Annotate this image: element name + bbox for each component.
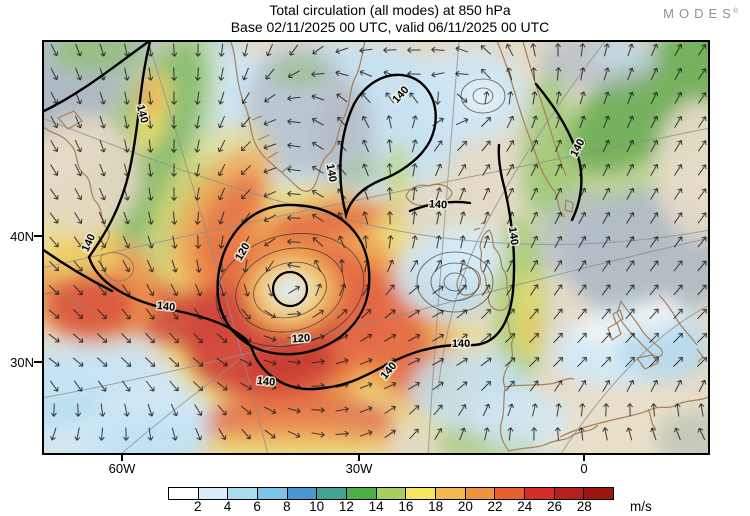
colorbar-tick-labels: 2 4 6 8 10 12 14 16 18 20 22 24 26 28 <box>168 499 614 515</box>
colorbar-cell <box>228 488 259 499</box>
colorbar-tick-label: 10 <box>309 499 325 514</box>
map-frame <box>42 40 710 455</box>
modes-logo: MODES® <box>663 6 738 21</box>
colorbar-cell <box>465 488 496 499</box>
x-axis-label-30w: 30W <box>345 461 373 476</box>
x-axis-label-60w: 60W <box>108 461 136 476</box>
colorbar-cell <box>584 488 614 499</box>
y-axis-tick <box>34 235 42 237</box>
colorbar-cell <box>169 488 199 499</box>
colorbar-tick-label: 16 <box>398 499 414 514</box>
colorbar <box>168 487 614 500</box>
colorbar-tick-label: 20 <box>457 499 473 514</box>
colorbar-cell <box>376 488 407 499</box>
y-axis-tick <box>34 361 42 363</box>
contour-label: 120 <box>291 332 310 345</box>
x-axis-tick <box>358 455 360 461</box>
colorbar-cell <box>198 488 229 499</box>
contour-label: 140 <box>429 198 448 211</box>
contour-label: 140 <box>506 226 520 246</box>
colorbar-tick-label: 4 <box>223 499 232 514</box>
contour-label: 140 <box>256 375 276 389</box>
wind-speed-field <box>42 40 710 455</box>
circulation-contours <box>42 40 583 391</box>
colorbar-cell <box>347 488 377 499</box>
colorbar-tick-label: 22 <box>487 499 503 514</box>
colorbar-tick-label: 8 <box>283 499 291 514</box>
graticule-lines <box>42 40 710 455</box>
coastlines <box>42 40 710 452</box>
title-block: Total circulation (all modes) at 850 hPa… <box>30 2 750 36</box>
map-canvas: 140 140 140 120 120 140 140 140 140 140 140 140 140 <box>42 40 710 455</box>
registered-mark-icon: ® <box>732 7 738 15</box>
colorbar-tick-label: 28 <box>576 499 592 514</box>
x-axis-tick <box>583 455 585 461</box>
colorbar-cell <box>258 488 288 499</box>
y-axis-label-30n: 30N <box>10 355 34 370</box>
colorbar-cell <box>554 488 585 499</box>
contour-label: 140 <box>452 338 470 350</box>
y-axis-label-40n: 40N <box>10 229 34 244</box>
contour-label: 140 <box>156 300 176 314</box>
colorbar-cell <box>317 488 348 499</box>
modes-logo-text: MODES <box>663 6 736 21</box>
colorbar-cell <box>495 488 526 499</box>
colorbar-tick-label: 24 <box>517 499 533 514</box>
colorbar-unit-label: m/s <box>630 499 652 514</box>
colorbar-cell <box>406 488 437 499</box>
colorbar-tick-label: 2 <box>193 499 202 514</box>
colorbar-tick-label: 26 <box>547 499 563 514</box>
x-axis-label-0: 0 <box>580 461 588 476</box>
colorbar-cell <box>287 488 318 499</box>
map-subtitle: Base 02/11/2025 00 UTC, valid 06/11/2025… <box>230 19 550 35</box>
contour-label: 140 <box>324 163 339 183</box>
colorbar-tick-label: 12 <box>338 499 354 514</box>
x-axis-tick <box>121 455 123 461</box>
wind-arrows <box>48 43 708 441</box>
colorbar-tick-label: 18 <box>428 499 444 514</box>
colorbar-cell <box>525 488 555 499</box>
colorbar-tick-label: 6 <box>253 499 261 514</box>
colorbar-tick-label: 14 <box>368 499 384 514</box>
colorbar-cell <box>436 488 466 499</box>
map-title: Total circulation (all modes) at 850 hPa <box>269 2 511 18</box>
